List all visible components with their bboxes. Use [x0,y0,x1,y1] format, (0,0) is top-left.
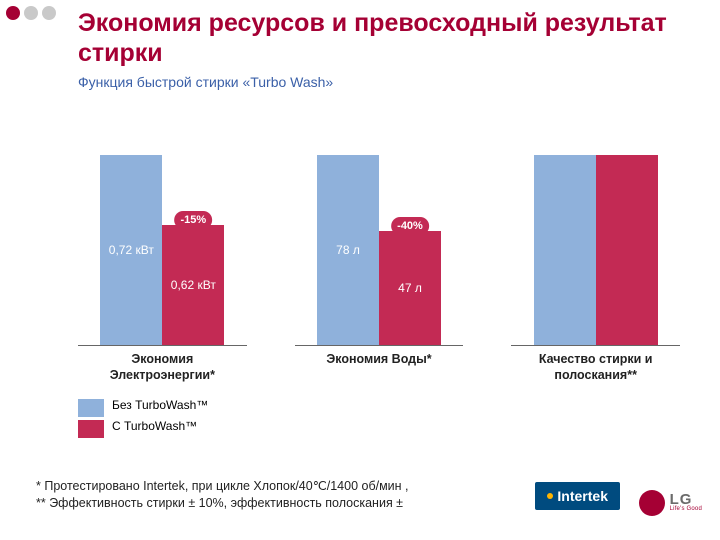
bar-with: 47 л-40% [379,231,441,345]
chart-area: 0,72 кВт0,62 кВт-15%Экономия Электроэнер… [78,146,680,383]
bar-value-label: 78 л [332,243,364,257]
chart-group: 0,72 кВт0,62 кВт-15%Экономия Электроэнер… [78,146,247,383]
legend-swatch [78,399,104,417]
bar-without: 78 л [317,155,379,345]
bar-with: 0,62 кВт-15% [162,225,224,345]
legend-item-without: Без TurboWash™ [78,398,208,417]
lg-text: LG Life's Good [670,494,702,512]
lg-logo: LG Life's Good [639,490,702,516]
dot-icon [42,6,56,20]
legend-label: Без TurboWash™ [112,398,208,412]
dot-icon [6,6,20,20]
bar-without [534,155,596,345]
bar-with [596,155,658,345]
accent-dots [6,6,56,20]
delta-badge: -15% [174,211,212,245]
legend-swatch [78,420,104,438]
lg-circle-icon [639,490,665,516]
bar-value-label: 47 л [394,281,426,295]
legend-item-with: С TurboWash™ [78,419,208,438]
chart-group: Качество стирки и полоскания** [511,146,680,383]
intertek-badge: Intertek [535,482,620,510]
arrow-down-icon [395,233,425,251]
chart-bars: 0,72 кВт0,62 кВт-15% [78,146,247,346]
category-label: Качество стирки и полоскания** [526,352,666,383]
lg-big: LG [670,494,702,507]
header: Экономия ресурсов и превосходный результ… [78,8,700,90]
category-label: Экономия Воды* [326,352,431,368]
legend-label: С TurboWash™ [112,419,197,433]
bar-value-label: 0,72 кВт [105,243,158,257]
arrow-down-icon [178,227,208,245]
lg-small: Life's Good [670,507,702,512]
chart-bars [511,146,680,346]
intertek-label: Intertek [557,488,608,504]
page-title: Экономия ресурсов и превосходный результ… [78,8,700,68]
bar-without: 0,72 кВт [100,155,162,345]
dot-icon [24,6,38,20]
page-subtitle: Функция быстрой стирки «Turbo Wash» [78,74,338,90]
category-label: Экономия Электроэнергии* [92,352,232,383]
bar-value-label: 0,62 кВт [167,278,220,292]
legend: Без TurboWash™ С TurboWash™ [78,398,208,440]
chart-bars: 78 л47 л-40% [295,146,464,346]
chart-group: 78 л47 л-40%Экономия Воды* [295,146,464,383]
delta-badge: -40% [391,217,429,251]
